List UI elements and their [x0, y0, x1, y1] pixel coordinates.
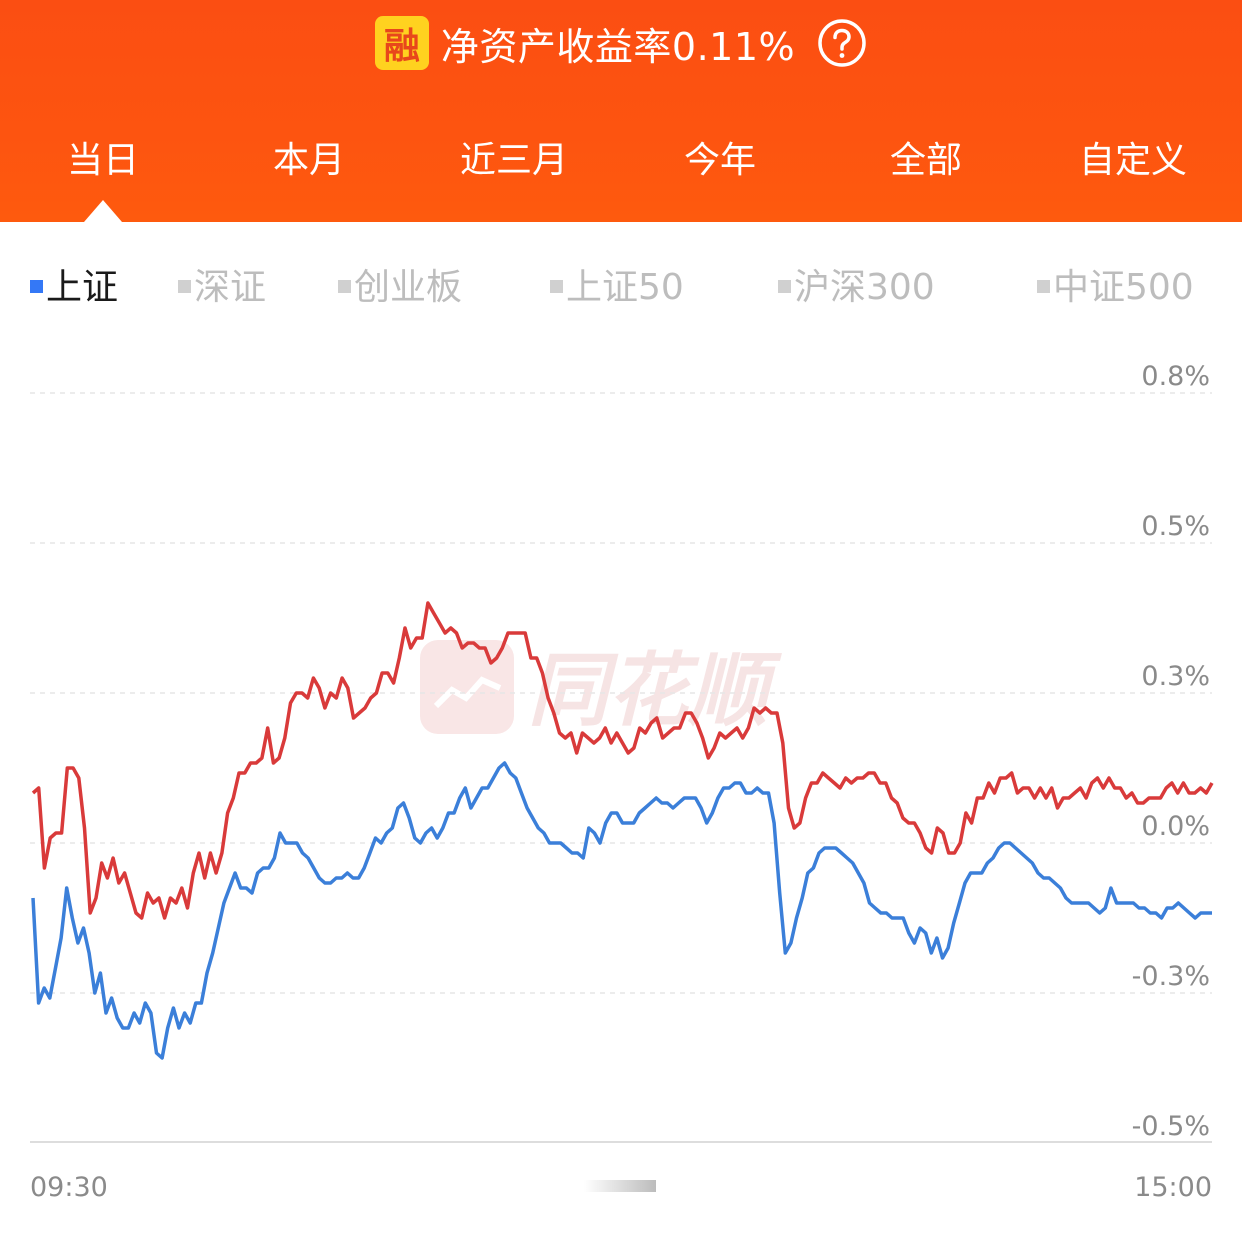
y-tick-label: 0.5% — [1141, 511, 1210, 542]
tab-custom[interactable]: 自定义 — [1078, 140, 1187, 181]
watermark-text: 同花顺 — [528, 644, 782, 737]
y-tick-label: 0.0% — [1141, 811, 1210, 842]
scroll-indicator[interactable] — [584, 1180, 656, 1192]
tab-all[interactable]: 全部 — [889, 140, 962, 181]
legend-sse[interactable]: 上证 — [30, 262, 118, 314]
legend-chinext[interactable]: 创业板 — [338, 262, 462, 314]
index-series-line — [31, 761, 1212, 1060]
legend-marker — [550, 279, 563, 293]
legend-label: 深证 — [194, 267, 267, 308]
legend-label: 上证 — [46, 267, 119, 308]
legend-label: 创业板 — [354, 267, 463, 308]
index-legend: 上证 深证 创业板 上证50 沪深300 中证500 — [0, 262, 1242, 314]
tab-three-months[interactable]: 近三月 — [459, 140, 568, 181]
x-tick-end: 15:00 — [1134, 1172, 1212, 1203]
x-tick-start: 09:30 — [30, 1172, 108, 1203]
legend-marker — [1037, 279, 1050, 293]
y-tick-label: 0.3% — [1141, 661, 1210, 692]
margin-badge: 融 — [374, 16, 429, 70]
y-tick-label: -0.3% — [1132, 961, 1210, 992]
chart-watermark: 同花顺 — [420, 640, 782, 737]
header-bar: 融 净资产收益率0.11% 当日 本月 近三月 今年 全部 自定义 — [0, 0, 1242, 222]
legend-label: 中证500 — [1053, 267, 1194, 308]
question-circle-icon[interactable] — [817, 18, 867, 68]
y-tick-label: 0.8% — [1141, 361, 1210, 392]
y-axis-ticks: 0.8% 0.5% 0.3% 0.0% -0.3% -0.5% — [1132, 361, 1210, 1142]
legend-marker — [778, 279, 791, 293]
active-tab-indicator — [84, 200, 122, 222]
y-tick-label: -0.5% — [1132, 1111, 1210, 1142]
legend-label: 上证50 — [566, 267, 684, 308]
legend-marker — [178, 279, 191, 293]
legend-sse50[interactable]: 上证50 — [550, 262, 684, 314]
tab-this-year[interactable]: 今年 — [683, 140, 756, 181]
chart-grid — [30, 392, 1212, 994]
page-title: 净资产收益率0.11% — [440, 24, 796, 69]
legend-marker — [30, 279, 43, 293]
portfolio-series-line — [31, 601, 1214, 920]
legend-marker — [338, 279, 351, 293]
legend-szse[interactable]: 深证 — [178, 262, 266, 314]
legend-csi500[interactable]: 中证500 — [1037, 262, 1194, 314]
period-tabs: 当日 本月 近三月 今年 全部 自定义 — [0, 130, 1242, 192]
legend-label: 沪深300 — [794, 267, 935, 308]
legend-csi300[interactable]: 沪深300 — [778, 262, 935, 314]
title-row: 融 净资产收益率0.11% — [0, 14, 1242, 72]
chart-lines — [31, 601, 1214, 1060]
tab-this-month[interactable]: 本月 — [272, 140, 345, 181]
tab-today[interactable]: 当日 — [66, 140, 139, 181]
